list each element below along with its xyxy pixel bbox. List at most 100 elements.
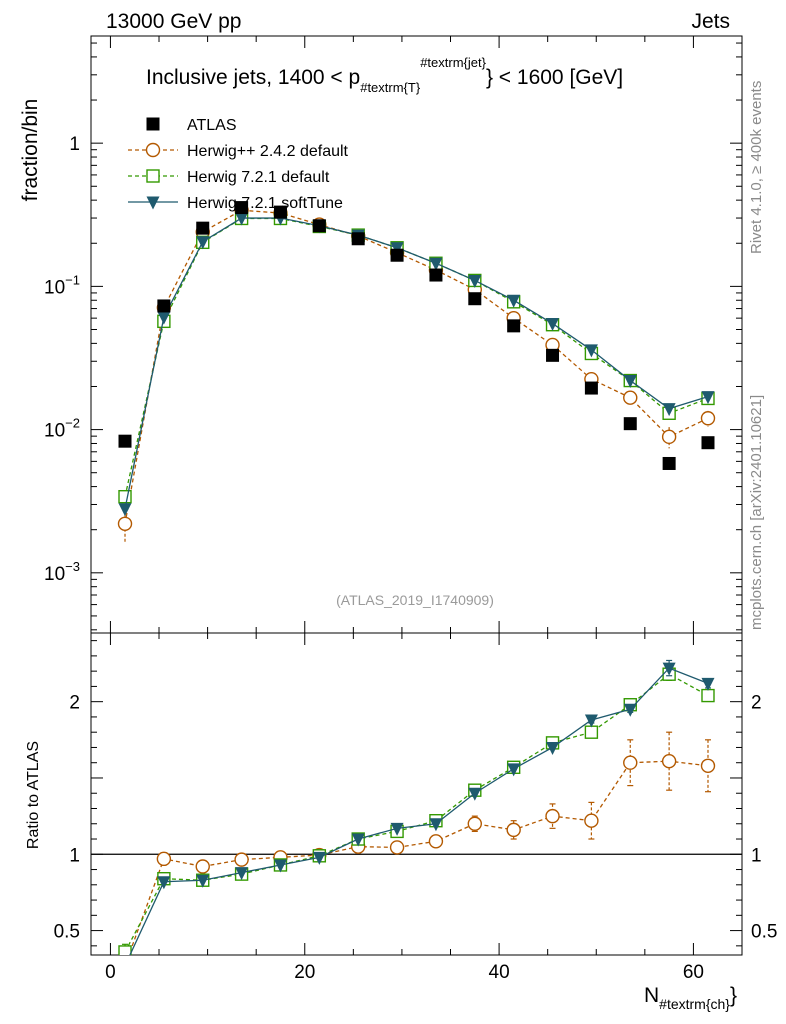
ratio-series (118, 659, 716, 973)
legend: ATLAS Herwig++ 2.4.2 default Herwig 7.2.1 … (128, 117, 349, 212)
ratio-point (156, 851, 172, 867)
data-marks (117, 201, 716, 973)
ratio-point (507, 763, 521, 777)
ratio-point (584, 813, 599, 828)
data-point (507, 319, 521, 333)
title-superscript: #textrm{jet} (420, 55, 486, 70)
legend-entry-0: ATLAS (146, 117, 237, 134)
ratio-point (623, 755, 638, 770)
y-tick-label-base: 1 (69, 134, 80, 155)
data-point (235, 201, 249, 215)
ratio-line (128, 760, 709, 955)
data-point (118, 503, 132, 517)
ratio-point (546, 741, 560, 755)
ratio-point (390, 822, 404, 836)
legend-label: Herwig 7.2.1 softTune (187, 195, 343, 212)
x-tick-label: 0 (105, 962, 116, 983)
data-point (623, 375, 637, 389)
ratio-point (273, 859, 287, 873)
title-subscript: #textrm{T} (360, 80, 421, 95)
data-point (700, 411, 716, 426)
series-line (124, 209, 709, 524)
y-tick-label: 10−1 (44, 272, 80, 298)
ratio-point (506, 822, 521, 838)
data-point (273, 205, 287, 219)
title-end: } < 1600 [GeV] (486, 66, 623, 89)
x-axis-label-subscript: #textrm{ch} (659, 996, 730, 1012)
data-point (701, 391, 715, 405)
ratio-tick-label: 1 (69, 845, 80, 866)
ratio-line (124, 673, 709, 953)
legend-entry-2: Herwig 7.2.1 default (128, 169, 330, 186)
ratio-y-axis-label: Ratio to ATLAS (25, 741, 42, 849)
ratio-point (119, 960, 132, 973)
y-tick-label: 10−3 (44, 559, 80, 585)
ratio-point (468, 787, 482, 801)
data-point (468, 292, 482, 306)
ratio-series-1 (119, 731, 716, 972)
data-point (312, 219, 326, 233)
ratio-point (118, 945, 132, 955)
ratio-point (195, 859, 210, 874)
header-left: 13000 GeV pp (106, 10, 241, 33)
data-point (196, 221, 210, 235)
ratio-point (584, 725, 599, 739)
data-point (584, 381, 598, 395)
legend-marker (145, 142, 161, 158)
ratio-point (389, 840, 405, 855)
ratio-series-3 (119, 659, 715, 973)
side-label-rivet: Rivet 4.1.0, ≥ 400k events (748, 81, 765, 254)
ratio-point (545, 808, 560, 824)
data-point (623, 390, 638, 405)
ratio-tick-label: 2 (69, 693, 80, 714)
y-tick-label-exponent: −2 (65, 416, 80, 431)
legend-entry-1: Herwig++ 2.4.2 default (128, 142, 349, 160)
ratio-point (312, 851, 326, 865)
data-point (623, 417, 637, 431)
x-tick-label: 60 (683, 962, 704, 983)
y-tick-label-base: 10 (44, 564, 65, 585)
series-line (124, 217, 709, 497)
series-line (124, 217, 709, 509)
y-tick-label-base: 10 (44, 421, 65, 442)
data-point (429, 268, 443, 282)
ratio-point (701, 677, 715, 691)
ratio-line (129, 667, 709, 955)
ratio-point (428, 834, 444, 849)
ratio-point (429, 818, 443, 832)
ratio-point (119, 959, 132, 972)
side-label-mcplots: mcplots.cern.ch [arXiv:2401.10621] (748, 395, 765, 630)
ratio-point (661, 753, 677, 769)
data-point (157, 311, 171, 325)
ratio-tick-label-right: 2 (751, 693, 762, 714)
data-point (662, 403, 676, 417)
analysis-watermark: (ATLAS_2019_I1740909) (336, 592, 494, 608)
ratio-tick-label-right: 1 (751, 845, 762, 866)
ratio-point (662, 662, 676, 676)
plot-title: Inclusive jets, 1400 < p#textrm{T}#textr… (146, 55, 623, 95)
series-0 (118, 201, 715, 470)
y-tick-label: 10−2 (44, 416, 80, 442)
data-point (429, 257, 443, 271)
ratio-plot-frame (90, 632, 743, 956)
legend-marker (146, 117, 160, 131)
data-point (196, 236, 210, 250)
y-tick-label-exponent: −1 (65, 272, 80, 287)
legend-marker (146, 169, 160, 183)
ratio-point (196, 874, 210, 888)
y-tick-label: 1 (69, 134, 80, 155)
ratio-point (351, 833, 365, 847)
ratio-tick-label-right: 0.5 (751, 922, 777, 943)
y-tick-label-base: 10 (44, 277, 65, 298)
legend-label: ATLAS (187, 117, 237, 134)
data-point (157, 299, 171, 313)
ratio-point (701, 688, 715, 703)
x-axis-label: N#textrm{ch}} (644, 984, 737, 1012)
legend-marker (146, 196, 160, 210)
data-point (117, 516, 133, 531)
ratio-point (700, 758, 716, 773)
data-point (584, 344, 598, 358)
data-point (118, 434, 132, 448)
legend-entry-3: Herwig 7.2.1 softTune (128, 195, 343, 212)
